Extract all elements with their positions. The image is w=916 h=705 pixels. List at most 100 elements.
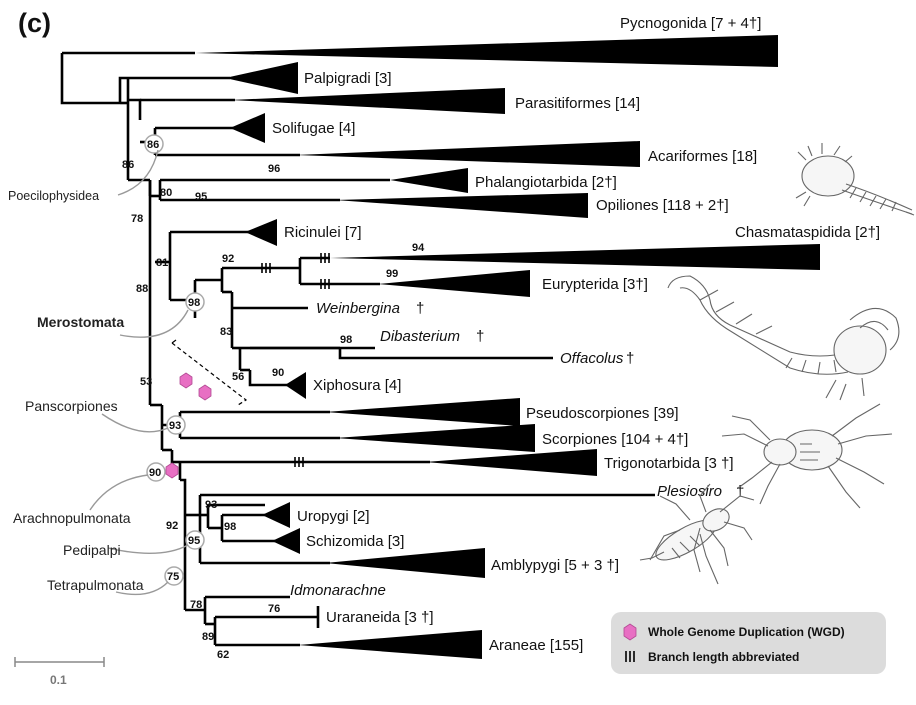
clade-arrows	[89, 149, 189, 596]
bootstrap: 98	[340, 334, 352, 346]
label-idmonarachne: Idmonarachne	[290, 582, 386, 599]
wgd-legend-icon	[623, 623, 637, 641]
label-xiphosura: Xiphosura [4]	[313, 377, 401, 394]
legend-branch-label: Branch length abbreviated	[648, 650, 799, 664]
spider-illustration	[721, 403, 893, 509]
panel-label: (c)	[18, 8, 51, 38]
triangle-parasitiformes	[230, 88, 505, 114]
label-scorpiones: Scorpiones [104 + 4†]	[542, 431, 688, 448]
bootstrap: 98	[224, 521, 236, 533]
bootstrap: 93	[169, 420, 181, 432]
triangle-acariformes	[295, 141, 640, 167]
clade-triangles	[195, 35, 820, 659]
bootstrap: 95	[195, 191, 207, 203]
dagger-dibasterium: †	[476, 328, 484, 345]
triangle-pseudoscorpiones	[325, 398, 520, 426]
label-parasitiformes: Parasitiformes [14]	[515, 95, 640, 112]
triangle-ricinulei	[245, 219, 277, 246]
wgd-hexagon	[179, 372, 193, 389]
bootstrap: 76	[268, 603, 280, 615]
triangle-phalangiotarbida	[390, 168, 468, 193]
label-acariformes: Acariformes [18]	[648, 148, 757, 165]
label-dibasterium: Dibasterium	[380, 328, 460, 345]
dagger-offacolus: †	[626, 350, 634, 367]
clade-poecilophysidea: Poecilophysidea	[8, 189, 99, 203]
triangle-schizomida	[272, 528, 300, 554]
label-schizomida: Schizomida [3]	[306, 533, 404, 550]
bootstrap: 94	[412, 242, 425, 254]
wgd-hexagon	[198, 384, 212, 401]
label-amblypygi: Amblypygi [5 + 3 †]	[491, 557, 619, 574]
bootstrap: 96	[268, 163, 280, 175]
bootstrap: 90	[272, 367, 284, 379]
clade-arachnopulmonata: Arachnopulmonata	[13, 510, 131, 526]
bootstrap: 80	[160, 187, 172, 199]
abbreviation-legend-icon	[625, 651, 635, 662]
label-pseudoscorpiones: Pseudoscorpiones [39]	[526, 405, 679, 422]
triangle-palpigradi	[225, 62, 298, 94]
label-ricinulei: Ricinulei [7]	[284, 224, 362, 241]
clade-tetrapulmonata: Tetrapulmonata	[47, 577, 144, 593]
legend-wgd-label: Whole Genome Duplication (WGD)	[648, 625, 845, 639]
bootstrap: 88	[136, 283, 148, 295]
bootstrap: 56	[232, 371, 244, 383]
bootstrap: 93	[205, 499, 217, 511]
abbreviation-marks	[261, 253, 330, 467]
bootstrap: 75	[167, 571, 179, 583]
merostomata-bracket	[171, 342, 248, 406]
bootstrap: 83	[220, 326, 232, 338]
bootstrap: 98	[188, 297, 200, 309]
bootstrap: 92	[222, 253, 234, 265]
triangle-solifugae	[230, 113, 265, 143]
triangle-amblypygi	[325, 548, 485, 578]
bootstrap: 78	[131, 213, 143, 225]
clade-pedipalpi: Pedipalpi	[63, 542, 121, 558]
clade-merostomata: Merostomata	[37, 314, 124, 330]
label-araneae: Araneae [155]	[489, 637, 583, 654]
label-offacolus: Offacolus	[560, 350, 624, 367]
bootstrap: 86	[122, 159, 134, 171]
bootstrap: 86	[147, 139, 159, 151]
label-pycnogonida: Pycnogonida [7 + 4†]	[620, 15, 761, 32]
label-palpigradi: Palpigradi [3]	[304, 70, 392, 87]
node-circles	[144, 134, 205, 586]
uropygid-illustration	[639, 483, 755, 585]
triangle-trigonotarbida	[425, 449, 597, 476]
label-plesiosiro: Plesiosiro	[657, 483, 722, 500]
taxon-labels: Pycnogonida [7 + 4†] Palpigradi [3] Para…	[272, 15, 880, 654]
triangle-opiliones	[335, 193, 588, 218]
bootstrap: 99	[386, 268, 398, 280]
triangle-uropygi	[262, 502, 290, 528]
triangle-chasmataspidida	[330, 244, 820, 270]
clade-panscorpiones: Panscorpiones	[25, 398, 118, 414]
bootstrap: 92	[166, 520, 178, 532]
tree-branches	[60, 51, 655, 647]
dagger-weinbergina: †	[416, 300, 424, 317]
bootstrap: 81	[156, 257, 168, 269]
label-chasmataspidida: Chasmataspidida [2†]	[735, 224, 880, 241]
label-solifugae: Solifugae [4]	[272, 120, 355, 137]
label-phalangiotarbida: Phalangiotarbida [2†]	[475, 174, 617, 191]
bootstrap: 89	[202, 631, 214, 643]
triangle-araneae	[298, 630, 482, 659]
eurypterid-illustration	[667, 275, 900, 401]
scale-bar: 0.1	[14, 657, 105, 687]
triangle-pycnogonida	[195, 35, 778, 67]
legend: Whole Genome Duplication (WGD) Branch le…	[611, 612, 886, 674]
bootstrap: 53	[140, 376, 152, 388]
label-uraraneida: Uraraneida [3 †]	[326, 609, 434, 626]
dagger-plesiosiro: †	[736, 483, 744, 500]
illustrations	[639, 143, 915, 585]
label-trigonotarbida: Trigonotarbida [3 †]	[604, 455, 734, 472]
wgd-hexagon	[165, 462, 179, 479]
label-uropygi: Uropygi [2]	[297, 508, 370, 525]
triangle-xiphosura	[285, 372, 306, 399]
bootstrap: 78	[190, 599, 202, 611]
bootstrap: 95	[188, 535, 200, 547]
triangle-eurypterida	[378, 270, 530, 297]
bootstrap: 62	[217, 649, 229, 661]
label-eurypterida: Eurypterida [3†]	[542, 276, 648, 293]
bootstrap: 90	[149, 467, 161, 479]
wgd-markers	[165, 372, 212, 479]
